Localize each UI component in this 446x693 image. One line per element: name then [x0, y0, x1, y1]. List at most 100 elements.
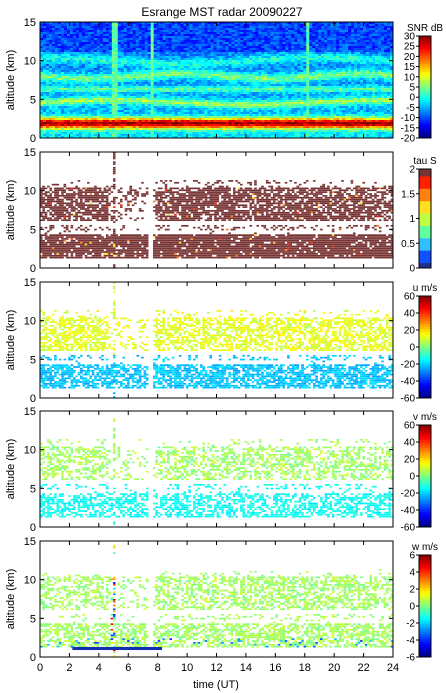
heatmap-cell — [258, 40, 262, 43]
heatmap-cell — [345, 30, 349, 33]
heatmap-cell — [147, 46, 152, 49]
heatmap-cell — [312, 42, 316, 45]
heatmap-cell — [114, 42, 119, 45]
heatmap-cell — [42, 28, 47, 31]
heatmap-cell — [40, 24, 44, 27]
heatmap-cell — [78, 36, 83, 39]
heatmap-cell — [291, 28, 295, 31]
heatmap-cell — [204, 22, 208, 25]
heatmap-cell — [183, 28, 187, 31]
heatmap-cell — [168, 22, 173, 25]
heatmap-cell — [54, 34, 59, 37]
heatmap-cell — [246, 42, 250, 45]
heatmap-cell — [192, 40, 196, 43]
heatmap-cell — [93, 48, 98, 51]
heatmap-cell — [207, 22, 211, 25]
heatmap-cell — [210, 22, 214, 25]
heatmap-cell — [285, 32, 289, 35]
heatmap-cell — [171, 38, 176, 41]
heatmap-cell — [207, 32, 211, 35]
heatmap-cell — [276, 34, 280, 37]
heatmap-cell — [369, 40, 373, 43]
heatmap-cell — [120, 28, 125, 31]
heatmap-cell — [45, 22, 50, 25]
heatmap-cell — [111, 40, 116, 43]
heatmap-cell — [204, 38, 208, 41]
heatmap-cell — [240, 24, 244, 27]
heatmap-cell — [285, 48, 289, 51]
heatmap-cell — [327, 30, 331, 33]
heatmap-cell — [150, 28, 155, 31]
heatmap-cell — [246, 26, 250, 29]
heatmap-cell — [189, 40, 193, 43]
heatmap-cell — [159, 32, 164, 35]
heatmap-cell — [318, 30, 322, 33]
heatmap-cell — [171, 42, 176, 45]
heatmap-cell — [63, 34, 68, 37]
heatmap-cell — [90, 22, 95, 25]
heatmap-cell — [255, 36, 259, 39]
heatmap-cell — [165, 30, 170, 33]
heatmap-cell — [348, 32, 352, 35]
heatmap-cell — [267, 28, 271, 31]
heatmap-cell — [366, 46, 370, 49]
heatmap-cell — [171, 34, 176, 37]
heatmap-cell — [198, 34, 202, 37]
heatmap-cell — [102, 42, 107, 45]
heatmap-cell — [219, 28, 223, 31]
heatmap-cell — [225, 36, 229, 39]
heatmap-cell — [204, 30, 208, 33]
heatmap-cell — [84, 44, 89, 47]
heatmap-cell — [153, 48, 158, 51]
heatmap-cell — [204, 42, 208, 45]
heatmap-cell — [78, 38, 83, 41]
heatmap-cell — [240, 38, 244, 41]
heatmap-cell — [375, 40, 379, 43]
heatmap-cell — [75, 44, 80, 47]
heatmap-cell — [384, 28, 388, 31]
heatmap-cell — [291, 42, 295, 45]
heatmap-cell — [42, 24, 47, 27]
heatmap-cell — [87, 26, 92, 29]
heatmap-cell — [228, 36, 232, 39]
heatmap-cell — [288, 48, 292, 51]
heatmap-cell — [255, 22, 259, 25]
heatmap-cell — [228, 32, 232, 35]
heatmap-cell — [72, 24, 77, 27]
heatmap-cell — [147, 22, 152, 25]
heatmap-cell — [111, 46, 116, 49]
heatmap-cell — [165, 32, 170, 35]
heatmap-cell — [330, 36, 334, 39]
heatmap-cell — [228, 28, 232, 31]
heatmap-cell — [375, 32, 379, 35]
heatmap-cell — [198, 32, 202, 35]
heatmap-cell — [351, 38, 355, 41]
heatmap-cell — [243, 40, 247, 43]
heatmap-cell — [213, 48, 217, 51]
heatmap-cell — [105, 30, 110, 33]
heatmap-cell — [129, 26, 134, 29]
heatmap-cell — [390, 36, 394, 39]
heatmap-cell — [102, 26, 107, 29]
heatmap-cell — [222, 40, 226, 43]
heatmap-cell — [129, 48, 134, 51]
heatmap-cell — [60, 34, 65, 37]
heatmap-cell — [303, 48, 307, 51]
heatmap-cell — [144, 30, 149, 33]
heatmap-cell — [390, 22, 394, 25]
heatmap-cell — [372, 36, 376, 39]
heatmap-cell — [126, 26, 131, 29]
heatmap-cell — [120, 22, 125, 25]
heatmap-cell — [96, 36, 101, 39]
heatmap-cell — [84, 28, 89, 31]
heatmap-cell — [333, 34, 337, 37]
heatmap-cell — [84, 26, 89, 29]
heatmap-cell — [243, 46, 247, 49]
heatmap-cell — [372, 38, 376, 41]
heatmap-cell — [231, 32, 235, 35]
heatmap-cell — [297, 34, 301, 37]
heatmap-cell — [174, 28, 179, 31]
heatmap-cell — [339, 36, 343, 39]
heatmap-cell — [201, 34, 205, 37]
heatmap-cell — [312, 22, 316, 25]
